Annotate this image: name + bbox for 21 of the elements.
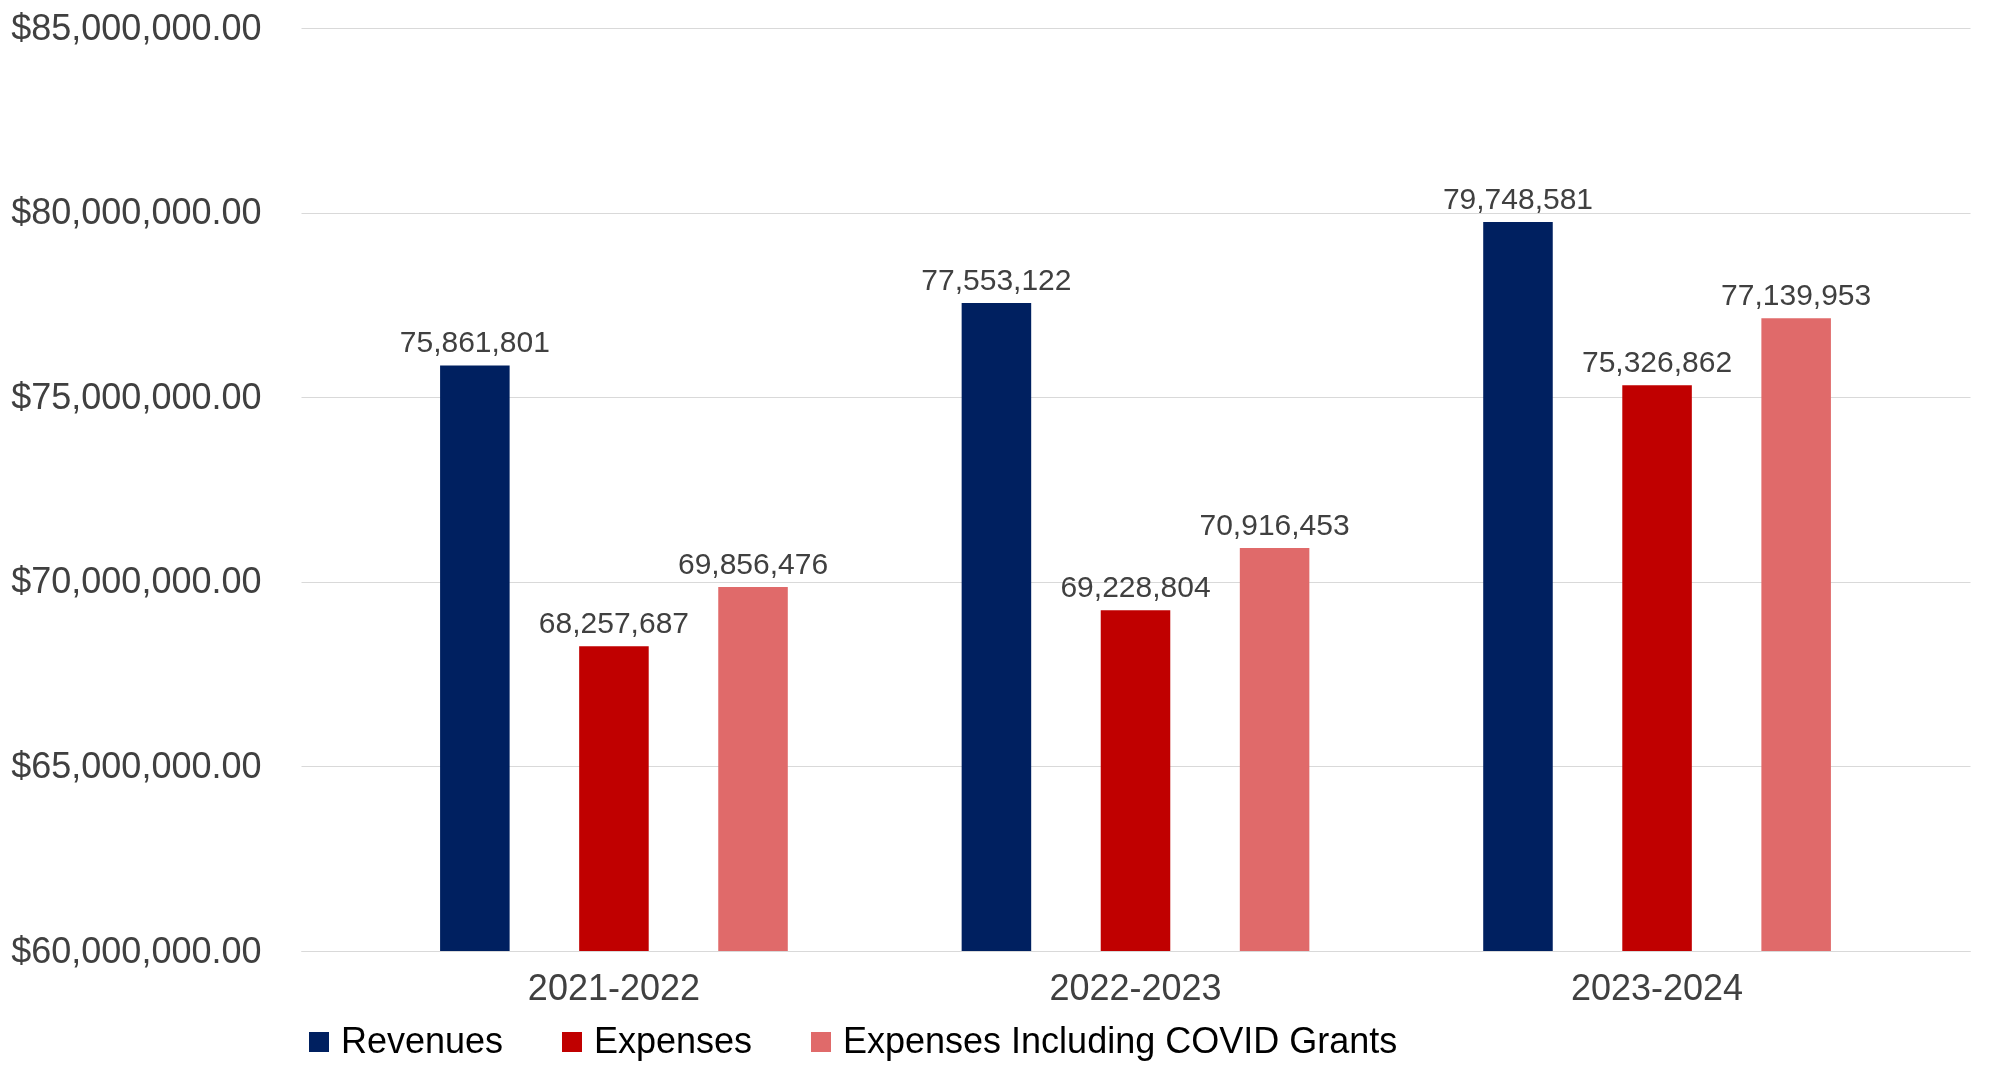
legend-label: Revenues bbox=[341, 1020, 504, 1061]
legend-label: Expenses bbox=[594, 1020, 753, 1061]
data-label: 70,916,453 bbox=[1199, 507, 1350, 541]
data-label: 68,257,687 bbox=[538, 606, 690, 640]
legend-label: Expenses Including COVID Grants bbox=[843, 1020, 1398, 1061]
data-label: 69,856,476 bbox=[677, 547, 829, 581]
data-label: 75,861,801 bbox=[399, 325, 550, 359]
data-label: 79,748,581 bbox=[1442, 181, 1594, 215]
y-tick-label: $60,000,000.00 bbox=[11, 929, 262, 971]
x-tick-label: 2021-2022 bbox=[527, 966, 701, 1008]
y-tick-label: $85,000,000.00 bbox=[11, 6, 262, 48]
y-tick-label: $70,000,000.00 bbox=[11, 560, 262, 602]
data-label: 77,139,953 bbox=[1721, 278, 1872, 312]
y-tick-label: $65,000,000.00 bbox=[11, 744, 262, 786]
data-label: 69,228,804 bbox=[1060, 570, 1211, 604]
x-tick-label: 2022-2023 bbox=[1049, 966, 1222, 1008]
x-tick-label: 2023-2024 bbox=[1570, 966, 1744, 1008]
data-label: 77,553,122 bbox=[921, 262, 1072, 296]
y-tick-label: $75,000,000.00 bbox=[11, 375, 262, 417]
y-tick-label: $80,000,000.00 bbox=[11, 191, 262, 233]
data-label: 75,326,862 bbox=[1581, 345, 1733, 379]
